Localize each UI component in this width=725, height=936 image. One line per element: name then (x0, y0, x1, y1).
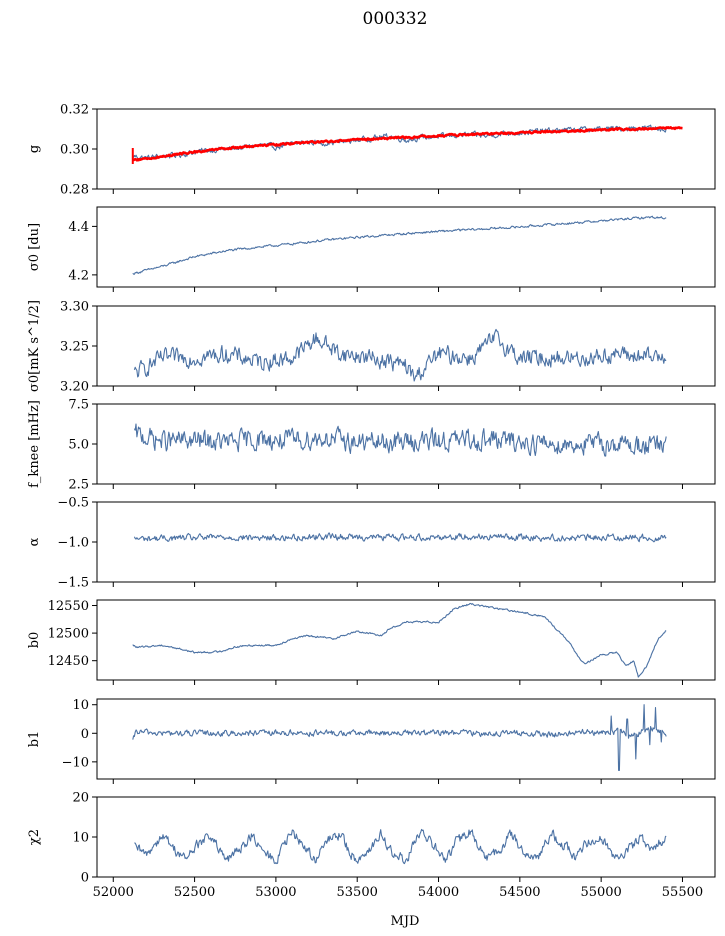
y-tick-label: 3.30 (60, 300, 89, 315)
x-tick-label: 54500 (499, 885, 540, 900)
y-tick-label: 20 (72, 791, 89, 806)
series-line-fknee (133, 423, 667, 457)
series-line-b0 (132, 602, 667, 678)
panel-g: 0.28 0.30 0.32 g (27, 103, 716, 198)
y-tick-label: 0.30 (60, 143, 89, 158)
panel-b1: −10 0 10 b1 (27, 698, 716, 784)
x-tick-label: 52000 (93, 885, 134, 900)
x-tick-label: 55000 (580, 885, 621, 900)
panel-frame (96, 599, 716, 681)
panel-frame (96, 108, 716, 190)
y-tick-label: −0.5 (57, 496, 89, 511)
panel-sigma0: 4.2 4.4 σ0 [du] (27, 206, 716, 292)
x-tick-label: 53500 (337, 885, 378, 900)
y-tick-label: 10 (72, 831, 89, 846)
panel-sigma0_mk: 3.20 3.25 3.30 σ0[mK s^1/2] (27, 300, 716, 395)
y-axis-label: g (27, 145, 42, 153)
panel-frame (96, 403, 716, 485)
panel-frame (96, 305, 716, 387)
y-axis-label: b1 (27, 731, 42, 748)
y-tick-label: 0 (81, 727, 89, 742)
series-line-alpha (133, 532, 667, 543)
y-axis-label: χ2 (27, 829, 42, 845)
panel-frame (96, 501, 716, 583)
y-axis-label: b0 (27, 632, 42, 649)
panel-alpha: −1.5 −1.0 −0.5 α (27, 496, 716, 591)
y-tick-label: −1.5 (57, 576, 89, 591)
x-tick-label: 54000 (418, 885, 459, 900)
y-tick-label: 0.32 (60, 103, 89, 118)
panels: 0.28 0.30 0.32 g 4.2 4.4 σ0 [du] 3.20 3.25 3.30 σ0… (27, 103, 716, 900)
series-line-sigma0_mk (133, 328, 667, 382)
y-tick-label: 7.5 (68, 398, 89, 413)
y-tick-label: 4.4 (68, 220, 89, 235)
y-axis-label: σ0 [du] (27, 223, 42, 271)
panel-frame (96, 698, 716, 780)
panel-chi2: 0 10 20 52000 52500 53000 53500 54000 54500 55000… (27, 791, 716, 900)
series-line-chi2 (134, 828, 667, 865)
y-tick-label: 3.20 (60, 380, 89, 395)
y-tick-label: 0.28 (60, 183, 89, 198)
y-tick-label: 2.5 (68, 478, 89, 493)
y-axis-label: f_knee [mHz] (27, 400, 42, 488)
panel-b0: 12450 12500 12550 b0 (27, 599, 716, 685)
y-axis-label: α (27, 537, 42, 546)
y-tick-label: 12500 (48, 627, 89, 642)
panel-fknee: 2.5 5.0 7.5 f_knee [mHz] (27, 398, 716, 493)
figure-title: 000332 (363, 9, 428, 29)
series-line-sigma0 (132, 215, 667, 275)
y-tick-label: 4.2 (68, 268, 89, 283)
y-tick-label: 3.25 (60, 340, 89, 355)
y-tick-label: −1.0 (57, 536, 89, 551)
y-tick-label: 12550 (48, 599, 89, 614)
y-tick-label: −10 (62, 755, 89, 770)
x-tick-label: 55500 (662, 885, 703, 900)
series-line-fit (132, 126, 683, 162)
y-tick-label: 0 (81, 871, 89, 886)
y-tick-label: 12450 (48, 654, 89, 669)
series-line-b1 (132, 704, 667, 771)
y-tick-label: 5.0 (68, 438, 89, 453)
x-axis-label: MJD (391, 914, 420, 929)
y-axis-label: σ0[mK s^1/2] (27, 300, 42, 392)
y-tick-label: 10 (72, 698, 89, 713)
x-tick-label: 53000 (255, 885, 296, 900)
x-tick-label: 52500 (174, 885, 215, 900)
panel-frame (96, 206, 716, 288)
panel-frame (96, 796, 716, 878)
